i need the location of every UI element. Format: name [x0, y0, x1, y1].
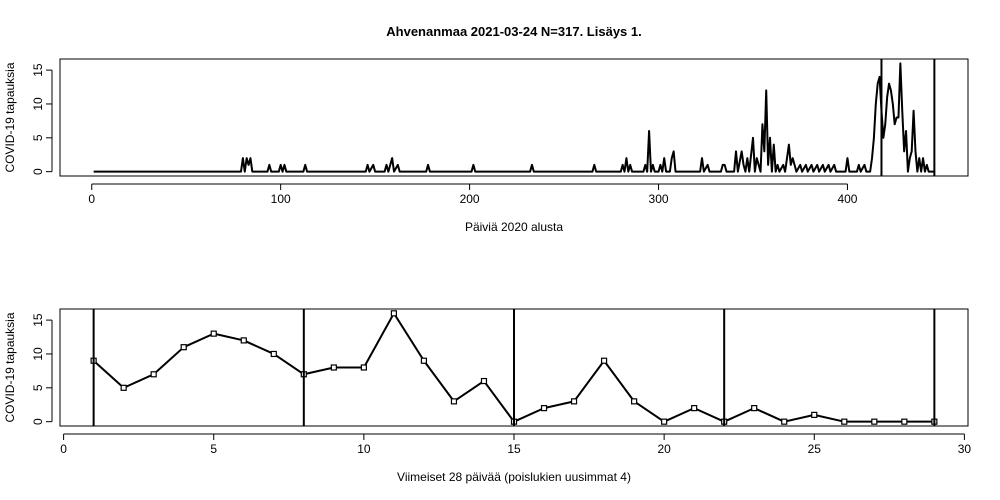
x-tick-label: 0 [88, 192, 95, 206]
data-point [480, 377, 488, 385]
data-point [901, 418, 908, 425]
y-tick-label: 10 [31, 347, 45, 361]
x-tick-label: 300 [649, 192, 669, 206]
y-tick-label: 5 [31, 384, 45, 391]
y-tick-label: 5 [31, 134, 45, 141]
x-tick-label: 15 [507, 442, 521, 456]
data-point [661, 418, 668, 425]
x-tick-label: 25 [808, 442, 822, 456]
data-point [781, 418, 788, 425]
data-point [751, 405, 758, 412]
data-point [570, 398, 578, 405]
data-point [540, 405, 548, 412]
y-tick-label: 10 [31, 97, 45, 111]
data-point [330, 364, 337, 371]
data-point [240, 337, 247, 344]
x-axis-label: Päiviä 2020 alusta [465, 220, 563, 234]
data-point [811, 411, 818, 418]
y-tick-label: 0 [31, 418, 45, 425]
data-point [691, 405, 698, 412]
x-tick-label: 100 [271, 192, 291, 206]
data-point [150, 371, 157, 378]
x-tick-label: 200 [460, 192, 480, 206]
y-tick-label: 15 [31, 63, 45, 77]
data-point [270, 350, 277, 358]
y-tick-label: 0 [31, 168, 45, 175]
x-tick-label: 5 [210, 442, 217, 456]
data-point [390, 310, 397, 317]
data-point [450, 398, 458, 405]
x-tick-label: 10 [357, 442, 371, 456]
x-tick-label: 20 [657, 442, 671, 456]
data-point [360, 364, 367, 371]
data-point [631, 398, 638, 405]
x-axis-label: Viimeiset 28 päivää (poislukien uusimmat… [397, 470, 631, 484]
chart-title: Ahvenanmaa 2021-03-24 N=317. Lisäys 1. [386, 24, 641, 39]
y-axis-label: COVID-19 tapauksia [3, 62, 17, 172]
x-tick-label: 400 [837, 192, 857, 206]
data-point [180, 344, 187, 351]
y-axis-label: COVID-19 tapauksia [3, 312, 17, 422]
data-point [600, 357, 608, 364]
x-tick-label: 30 [958, 442, 972, 456]
data-line [93, 62, 935, 173]
x-tick-label: 0 [60, 442, 67, 456]
y-tick-label: 15 [31, 313, 45, 327]
data-point [420, 357, 428, 364]
data-point [210, 330, 217, 337]
plot-frame [59, 58, 969, 177]
data-point [841, 418, 848, 425]
data-point [120, 384, 127, 391]
data-point [871, 418, 878, 425]
